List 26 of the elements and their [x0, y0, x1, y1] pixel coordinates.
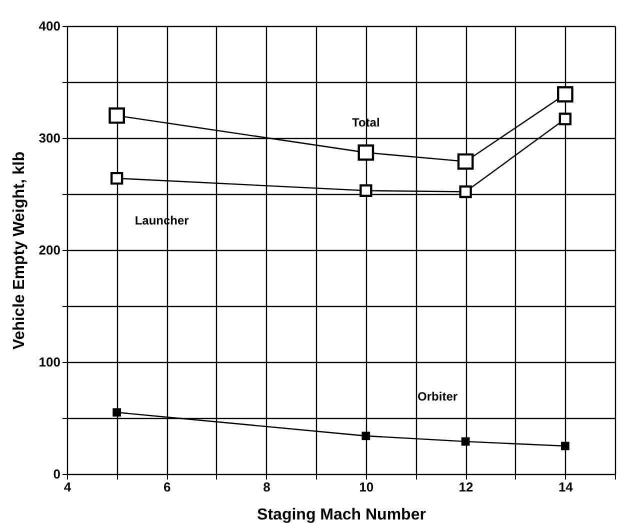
point — [459, 185, 472, 198]
y-tick-label: 0 — [53, 466, 60, 482]
point — [461, 437, 470, 446]
point — [362, 432, 370, 440]
point — [108, 107, 125, 124]
x-tick-label: 10 — [359, 480, 374, 494]
y-axis-title: Vehicle Empty Weight, klb — [10, 151, 28, 350]
x-tick-label: 6 — [164, 480, 171, 494]
x-tick-label: 4 — [64, 480, 72, 494]
point — [358, 144, 374, 161]
point — [557, 86, 574, 102]
point — [457, 153, 474, 170]
y-tick-label: 200 — [38, 242, 60, 258]
y-tick-label: 400 — [38, 18, 60, 34]
point — [360, 184, 372, 197]
x-tick-label: 14 — [558, 480, 574, 494]
text: Orbiter — [418, 390, 458, 404]
point — [112, 408, 121, 417]
point — [110, 172, 124, 185]
x-axis-title: Staging Mach Number — [257, 506, 426, 523]
y-tick-label: 100 — [38, 354, 60, 370]
x-tick-label: 12 — [458, 480, 474, 494]
y-tick-label: 300 — [38, 130, 60, 146]
point — [561, 442, 570, 450]
x-tick-label: 8 — [263, 480, 270, 494]
point — [558, 112, 572, 126]
